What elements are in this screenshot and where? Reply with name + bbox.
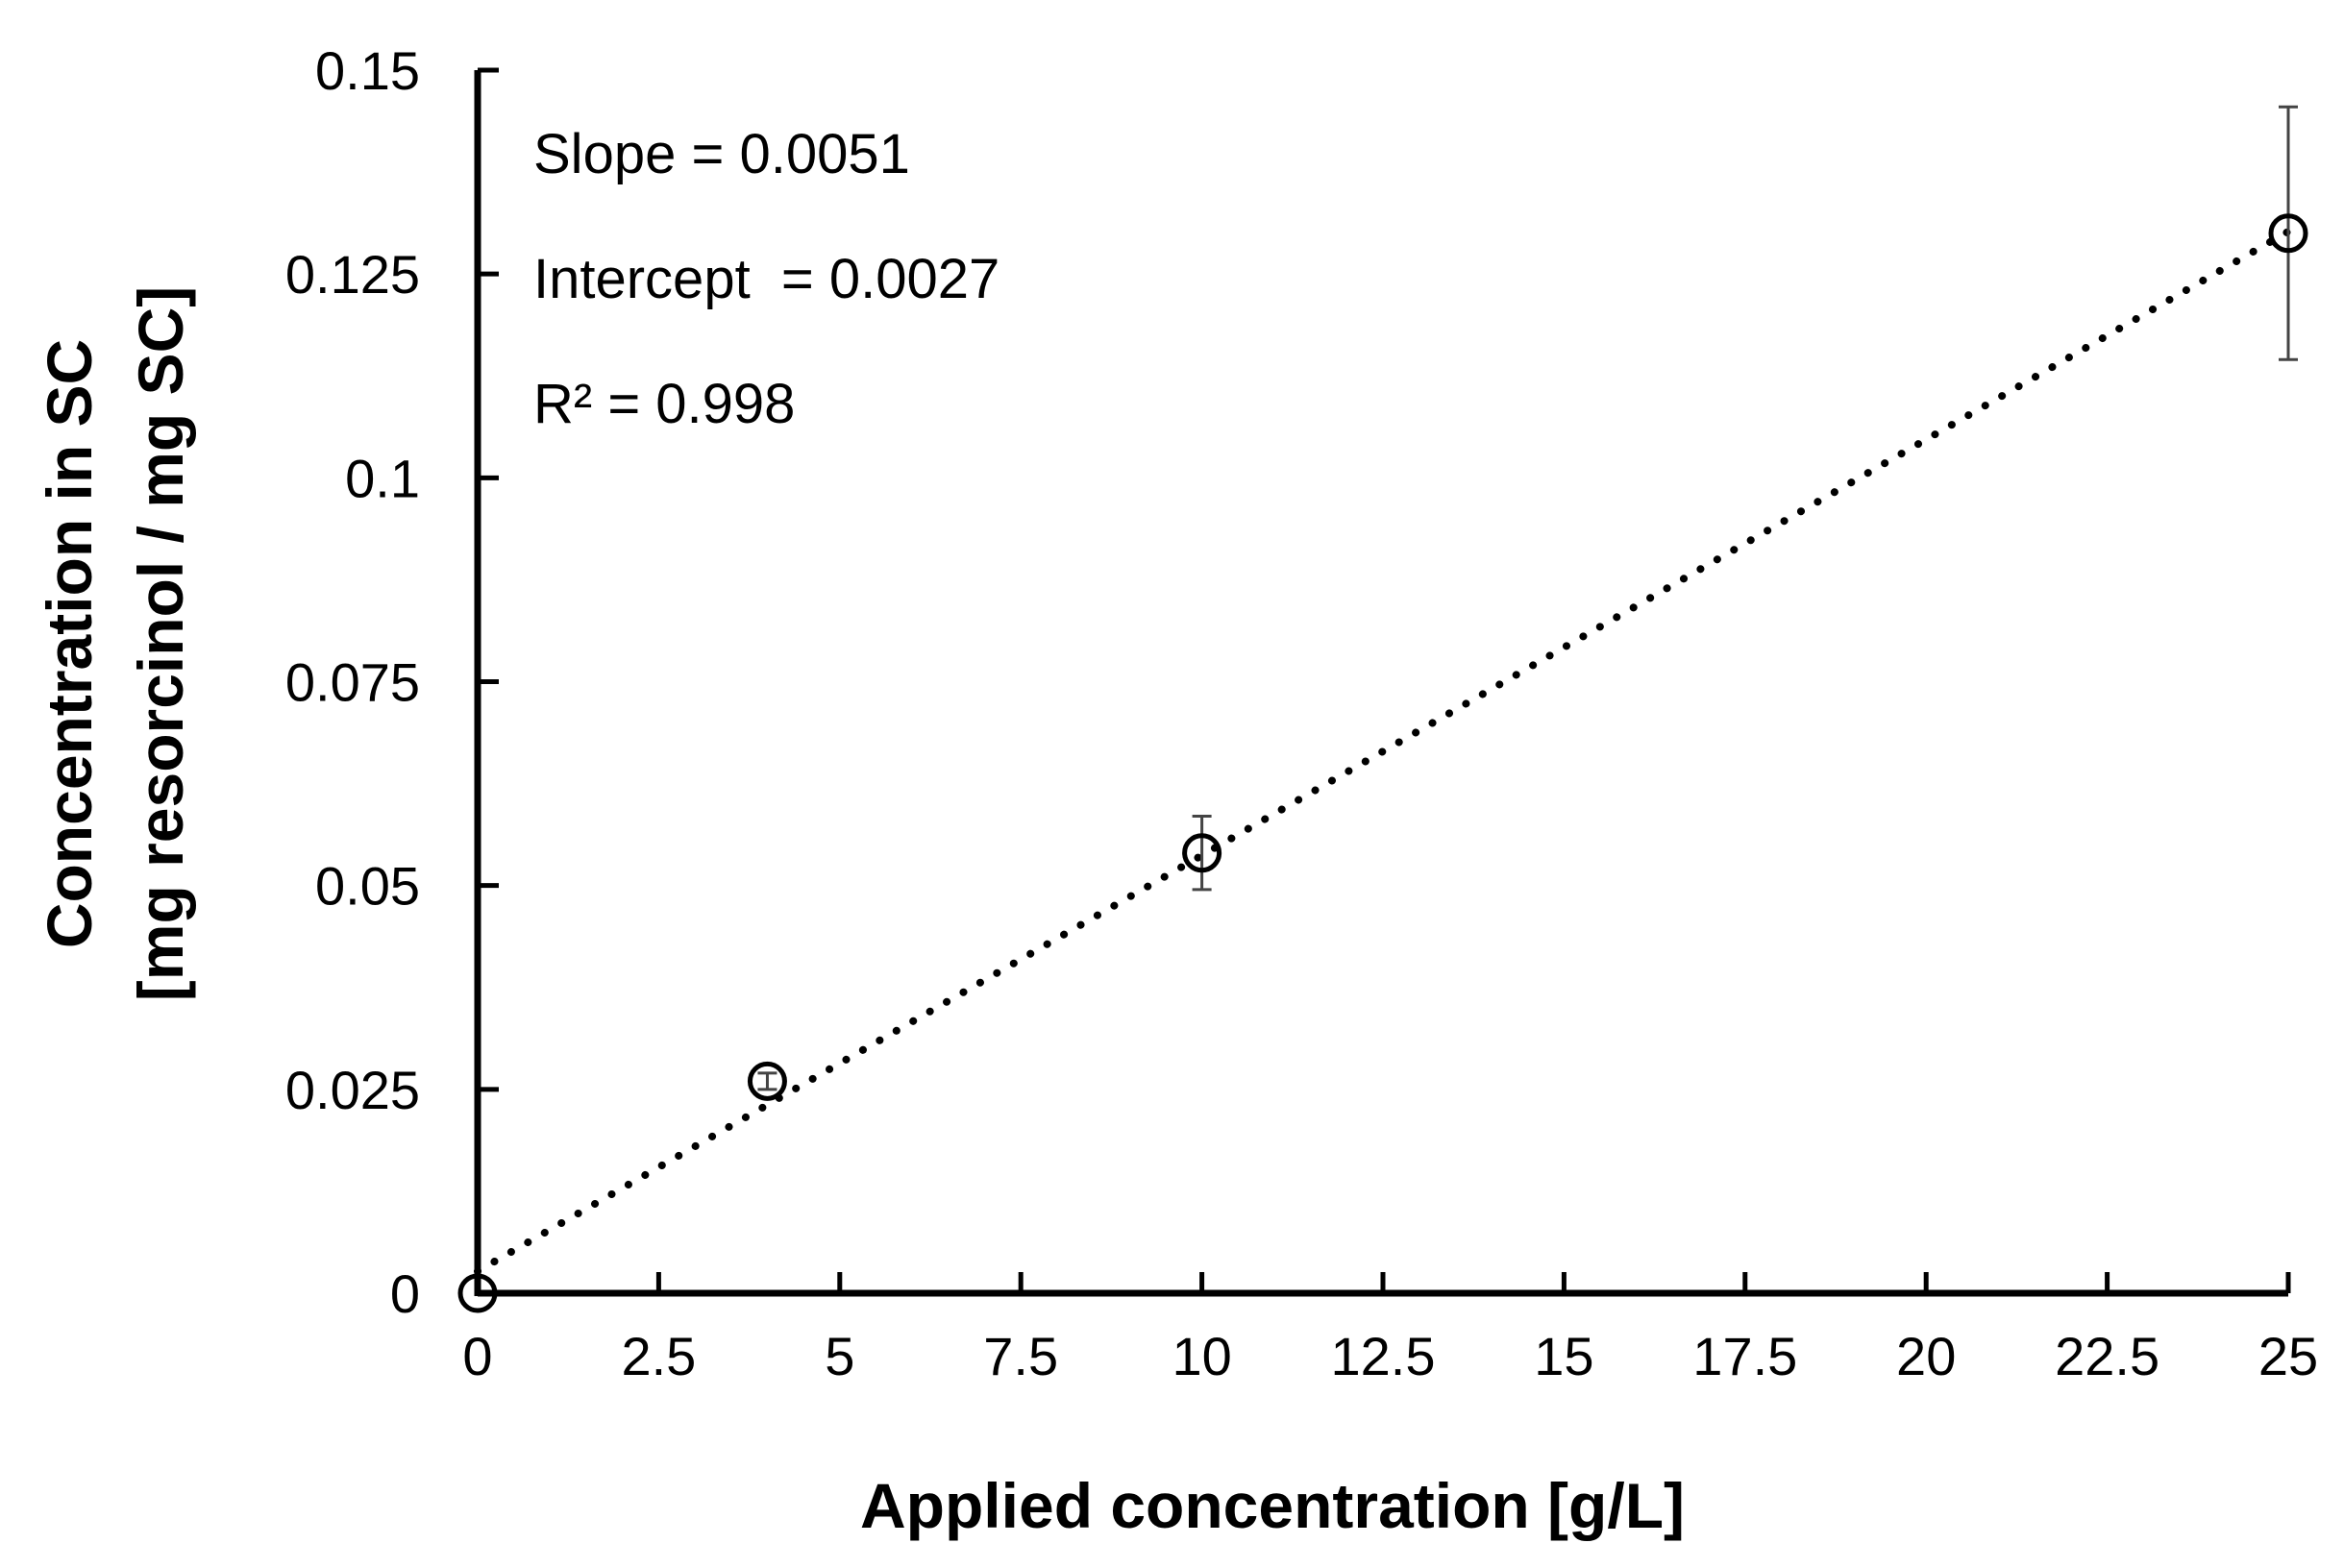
- x-tick-label: 25: [2258, 1326, 2318, 1386]
- x-tick-label: 20: [1896, 1326, 1956, 1386]
- y-tick-label: 0.075: [285, 652, 420, 713]
- trendline: [474, 228, 2292, 1276]
- annotation-slope: Slope = 0.0051: [533, 123, 910, 185]
- annotation-intercept: Intercept = 0.0027: [533, 248, 999, 310]
- data-points: [457, 105, 2308, 1313]
- y-tick-label: 0.125: [285, 244, 420, 305]
- y-axis-title-line-1: Concentration in SC: [34, 339, 105, 948]
- x-tick-label: 17.5: [1692, 1326, 1797, 1386]
- x-tick-label: 15: [1534, 1326, 1593, 1386]
- trendline-dotted: [474, 228, 2292, 1276]
- y-tick-label: 0.15: [315, 40, 420, 101]
- x-tick-label: 10: [1172, 1326, 1231, 1386]
- x-tick-label: 12.5: [1331, 1326, 1436, 1386]
- data-point: [1182, 833, 1222, 873]
- y-axis: 0 0.025 0.05 0.075 0.1 0.125 0.15: [285, 40, 499, 1324]
- y-tick-label: 0.025: [285, 1060, 420, 1120]
- y-tick-label: 0.05: [315, 856, 420, 917]
- data-point: [2268, 213, 2308, 254]
- x-axis-title: Applied concentration [g/L]: [860, 1470, 1685, 1541]
- data-point: [747, 1061, 787, 1101]
- x-axis: 0 2.5 5 7.5 10 12.5 15 17.5 20 22.5 25: [462, 1272, 2318, 1386]
- y-tick-label: 0: [390, 1263, 420, 1324]
- x-tick-label: 0: [462, 1326, 492, 1386]
- x-tick-label: 22.5: [2055, 1326, 2159, 1386]
- data-point: [457, 1273, 498, 1313]
- x-tick-label: 7.5: [983, 1326, 1058, 1386]
- x-tick-label: 5: [825, 1326, 854, 1386]
- y-tick-label: 0.1: [345, 448, 420, 508]
- annotation-r-squared: R² = 0.998: [533, 373, 795, 435]
- y-axis-title-line-2: [mg resorcinol / mg SC]: [125, 286, 196, 1001]
- x-tick-label: 2.5: [621, 1326, 696, 1386]
